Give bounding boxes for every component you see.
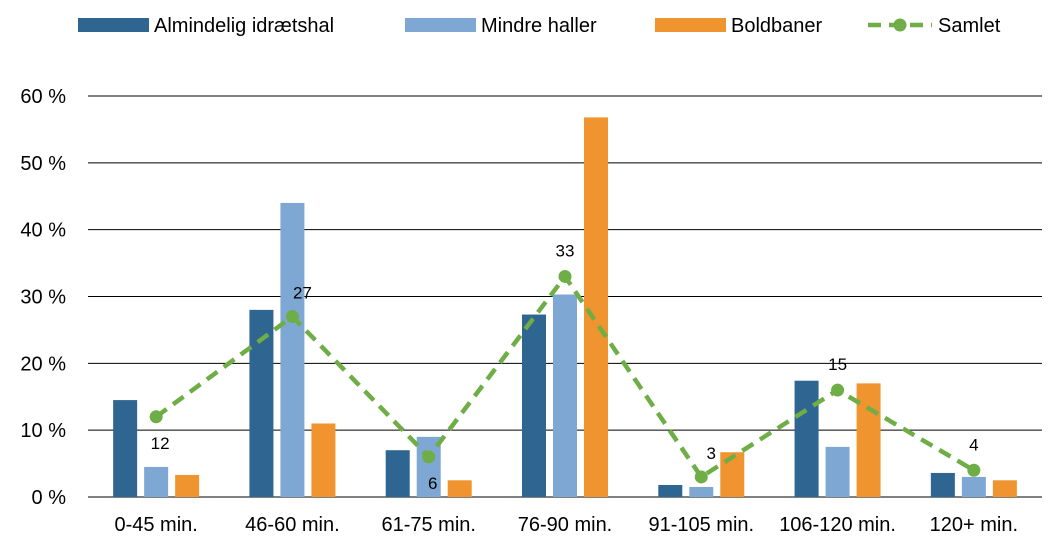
x-tick-label: 91-105 min. (648, 514, 754, 536)
legend-item-samlet: Samlet (868, 15, 1001, 37)
y-tick-label: 10 % (20, 420, 66, 442)
y-tick-label: 60 % (20, 86, 66, 108)
bar-mindre-haller (961, 476, 986, 497)
legend-label: Samlet (938, 15, 1001, 37)
bar-almindelig-idr-tshal (385, 450, 410, 497)
data-label: 15 (828, 355, 847, 374)
line-point-samlet (149, 410, 163, 424)
bars (113, 117, 1017, 498)
legend-label: Mindre haller (481, 15, 597, 37)
bar-boldbaner (856, 383, 881, 497)
data-label: 3 (707, 444, 716, 463)
x-tick-label: 76-90 min. (518, 514, 613, 536)
bar-boldbaner (447, 480, 472, 497)
bar-almindelig-idr-tshal (522, 314, 546, 497)
data-label: 6 (428, 474, 437, 493)
bar-mindre-haller (416, 436, 441, 497)
bar-mindre-haller (553, 294, 577, 497)
bar-boldbaner (175, 474, 200, 497)
line-point-samlet (967, 463, 981, 477)
y-axis-tick-labels: 0 % 10 % 20 % 30 % 40 % 50 % 60 % (20, 86, 66, 509)
bar-almindelig-idr-tshal (794, 380, 819, 497)
x-tick-label: 106-120 min. (779, 514, 896, 536)
bar-mindre-haller (144, 466, 169, 497)
line-point-samlet (694, 470, 708, 484)
legend-item-almindelig-idr-tshal: Almindelig idrætshal (78, 15, 334, 37)
bar-mindre-haller (280, 202, 305, 497)
data-label: 33 (556, 241, 575, 260)
legend-swatch (405, 18, 476, 32)
legend-marker (893, 18, 907, 32)
legend-swatch (655, 18, 726, 32)
data-label: 27 (293, 284, 312, 303)
bar-almindelig-idr-tshal (658, 484, 683, 497)
y-tick-label: 40 % (20, 220, 66, 242)
y-tick-label: 30 % (20, 287, 66, 309)
bar-boldbaner (311, 423, 336, 497)
legend-label: Boldbaner (731, 15, 823, 37)
legend-item-boldbaner: Boldbaner (655, 15, 823, 37)
x-tick-label: 61-75 min. (381, 514, 476, 536)
legend-label: Almindelig idrætshal (154, 15, 334, 37)
line-point-samlet (285, 310, 299, 324)
samlet-line (149, 269, 981, 484)
bar-almindelig-idr-tshal (113, 400, 138, 497)
bar-boldbaner (584, 117, 608, 498)
data-label: 12 (151, 434, 170, 453)
line-point-samlet (422, 450, 436, 464)
line-point-samlet (831, 383, 845, 397)
x-tick-label: 46-60 min. (245, 514, 340, 536)
legend-item-mindre-haller: Mindre haller (405, 15, 597, 37)
data-label: 4 (969, 435, 978, 454)
bar-mindre-haller (689, 486, 714, 497)
x-tick-label: 120+ min. (930, 514, 1018, 536)
y-tick-label: 0 % (32, 487, 67, 509)
legend-swatch (78, 18, 149, 32)
x-axis-tick-labels: 0-45 min. 46-60 min. 61-75 min. 76-90 min. 9… (114, 514, 1018, 536)
y-tick-label: 50 % (20, 153, 66, 175)
bar-almindelig-idr-tshal (930, 472, 955, 497)
x-tick-label: 0-45 min. (114, 514, 197, 536)
bar-mindre-haller (825, 446, 850, 497)
bar-boldbaner (992, 480, 1017, 497)
chart-legend: Almindelig idrætshal Mindre haller Boldban… (78, 15, 1001, 37)
y-tick-label: 20 % (20, 353, 66, 375)
line-point-samlet (558, 269, 572, 283)
